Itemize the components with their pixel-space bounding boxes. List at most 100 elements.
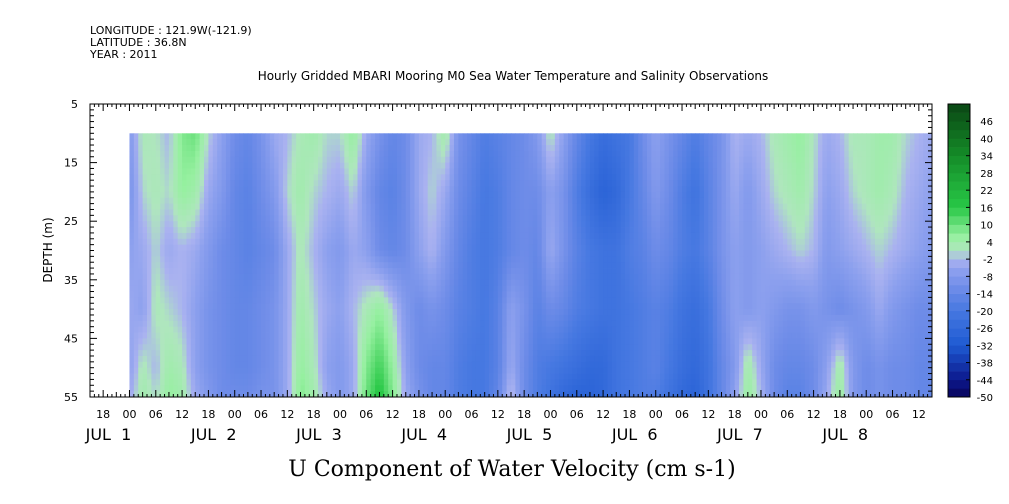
heat-cell bbox=[221, 350, 227, 357]
heat-cell bbox=[445, 303, 451, 310]
heat-cell bbox=[142, 150, 148, 158]
heat-cell bbox=[405, 197, 411, 205]
heat-cell bbox=[594, 238, 600, 246]
heat-cell bbox=[493, 180, 499, 187]
heat-cell bbox=[147, 320, 152, 328]
heat-cell bbox=[256, 203, 262, 210]
heat-cell bbox=[581, 391, 586, 398]
heat-cell bbox=[432, 268, 437, 275]
heat-cell bbox=[164, 391, 170, 398]
heat-cell bbox=[361, 361, 367, 369]
heat-cell bbox=[585, 391, 591, 398]
heat-cell bbox=[594, 279, 600, 287]
heat-cell bbox=[239, 227, 244, 234]
heat-cell bbox=[467, 309, 472, 316]
heat-cell bbox=[177, 303, 183, 310]
heat-cell bbox=[462, 262, 468, 269]
heat-cell bbox=[195, 309, 201, 316]
heat-cell bbox=[182, 373, 187, 380]
heat-cell bbox=[366, 238, 372, 246]
heat-cell bbox=[133, 197, 139, 205]
heat-cell bbox=[453, 203, 459, 210]
heat-cell bbox=[598, 156, 604, 163]
heat-cell bbox=[423, 367, 429, 374]
heat-cell bbox=[502, 314, 508, 322]
heat-cell bbox=[432, 332, 437, 339]
heat-cell bbox=[252, 297, 258, 304]
heat-cell bbox=[379, 238, 385, 246]
heat-cell bbox=[326, 221, 332, 228]
heat-cell bbox=[296, 273, 301, 281]
heat-cell bbox=[274, 139, 279, 146]
heat-cell bbox=[388, 156, 393, 163]
heat-cell bbox=[401, 273, 407, 281]
heat-cell bbox=[366, 250, 372, 257]
heat-cell bbox=[133, 203, 139, 210]
heat-cell bbox=[221, 285, 227, 292]
heat-cell bbox=[261, 314, 266, 322]
heat-cell bbox=[243, 180, 249, 187]
heat-cell bbox=[186, 244, 192, 251]
heat-cell bbox=[554, 238, 560, 246]
heat-cell bbox=[155, 361, 161, 369]
heat-cell bbox=[217, 338, 222, 345]
heat-cell bbox=[453, 139, 459, 146]
heat-cell bbox=[383, 168, 389, 175]
heat-cell bbox=[129, 168, 135, 175]
heat-cell bbox=[361, 227, 367, 234]
heat-cell bbox=[405, 344, 411, 351]
heat-cell bbox=[151, 326, 157, 333]
heat-cell bbox=[344, 221, 350, 228]
heat-cell bbox=[344, 215, 350, 222]
heat-cell bbox=[524, 256, 529, 263]
heat-cell bbox=[138, 262, 144, 269]
heat-cell bbox=[554, 145, 560, 152]
heat-cell bbox=[432, 291, 437, 298]
heat-cell bbox=[370, 191, 376, 199]
heat-cell bbox=[480, 273, 486, 281]
heat-cell bbox=[563, 326, 569, 333]
heat-cell bbox=[348, 191, 354, 199]
heat-cell bbox=[344, 350, 350, 357]
heat-cell bbox=[467, 262, 472, 269]
heat-cell bbox=[173, 203, 179, 210]
heat-cell bbox=[296, 180, 301, 187]
heat-cell bbox=[572, 191, 578, 199]
heat-cell bbox=[532, 162, 538, 169]
heat-cell bbox=[405, 332, 411, 339]
heat-cell bbox=[208, 309, 214, 316]
heat-cell bbox=[304, 268, 310, 275]
heat-cell bbox=[462, 244, 468, 251]
heat-cell bbox=[225, 273, 231, 281]
heat-cell bbox=[559, 262, 565, 269]
heat-cell bbox=[322, 250, 328, 257]
heat-cell bbox=[423, 197, 429, 205]
heat-cell bbox=[554, 273, 560, 281]
heat-cell bbox=[497, 320, 503, 328]
heat-cell bbox=[405, 338, 411, 345]
heat-cell bbox=[217, 285, 222, 292]
heat-cell bbox=[256, 133, 262, 140]
heat-cell bbox=[410, 320, 415, 328]
heat-cell bbox=[282, 186, 288, 193]
heat-cell bbox=[607, 320, 613, 328]
heat-cell bbox=[594, 385, 600, 392]
heat-cell bbox=[344, 145, 350, 152]
heat-cell bbox=[173, 326, 179, 333]
heat-cell bbox=[458, 156, 464, 163]
heat-cell bbox=[392, 268, 398, 275]
heat-cell bbox=[322, 385, 328, 392]
heat-cell bbox=[208, 361, 214, 369]
heat-cell bbox=[519, 355, 525, 363]
heat-cell bbox=[309, 385, 315, 392]
heat-cell bbox=[449, 326, 455, 333]
heat-cell bbox=[265, 191, 271, 199]
heat-cell bbox=[471, 344, 477, 351]
heat-cell bbox=[427, 326, 433, 333]
heat-cell bbox=[247, 297, 253, 304]
heat-cell bbox=[160, 385, 165, 392]
heat-cell bbox=[204, 227, 209, 234]
heat-cell bbox=[322, 168, 328, 175]
heat-cell bbox=[546, 367, 551, 374]
heat-cell bbox=[462, 186, 468, 193]
